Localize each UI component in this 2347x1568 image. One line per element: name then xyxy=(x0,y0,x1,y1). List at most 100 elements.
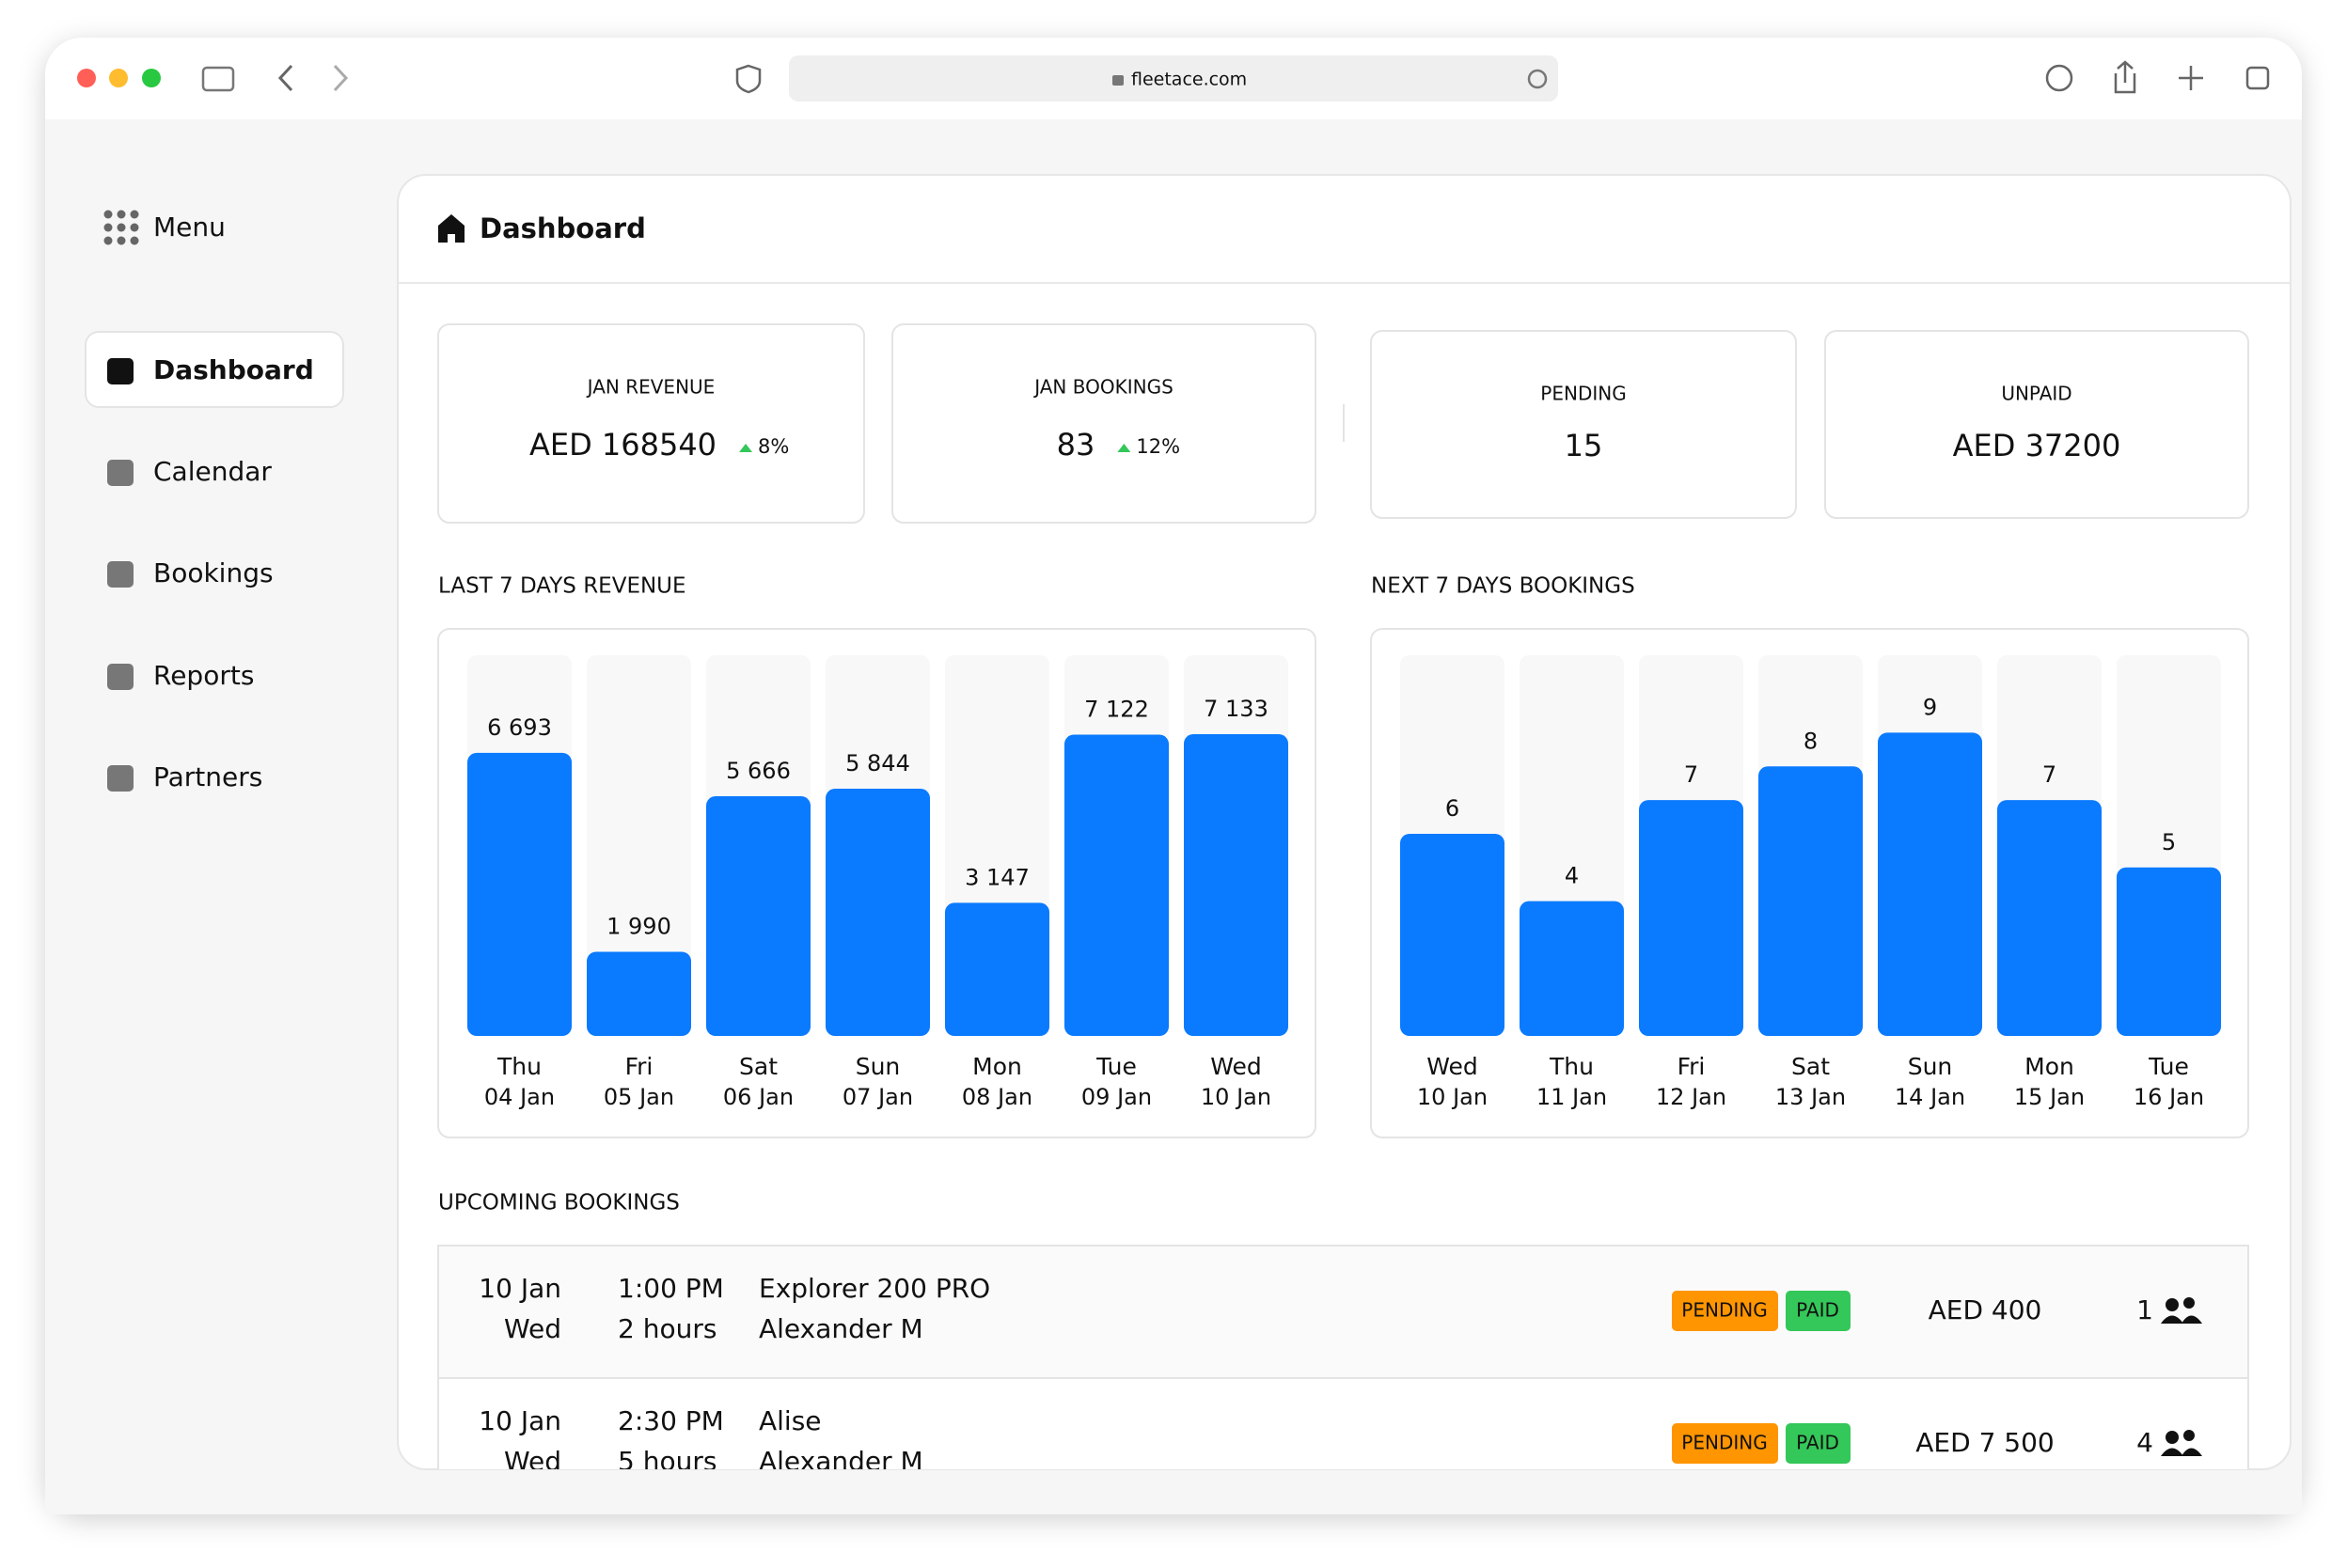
close-button[interactable] xyxy=(77,69,96,87)
booking-customer: Alexander M xyxy=(759,1313,923,1344)
booking-amount: AED 7 500 xyxy=(1915,1427,2054,1458)
booking-date: 10 Jan xyxy=(479,1405,561,1436)
bar xyxy=(1184,734,1288,1036)
x-tick-label: Tue xyxy=(1095,1053,1137,1080)
back-button[interactable] xyxy=(277,64,293,92)
bar xyxy=(1400,833,1504,1036)
kpi-value: AED 37200 xyxy=(1953,428,2121,463)
menu-dot xyxy=(130,236,139,245)
menu-icon[interactable] xyxy=(103,210,139,245)
menu-dot xyxy=(117,223,126,232)
nav-icon xyxy=(107,460,134,486)
guest-icon xyxy=(2183,1297,2195,1309)
kpi-card xyxy=(1824,330,2249,519)
guest-count: 4 xyxy=(2136,1427,2153,1458)
bar xyxy=(467,752,572,1036)
menu-dot xyxy=(103,210,113,219)
x-tick-label: Sat xyxy=(739,1053,778,1080)
bar xyxy=(1639,800,1743,1036)
booking-row[interactable] xyxy=(437,1377,2249,1511)
x-tick-date: 13 Jan xyxy=(1775,1084,1846,1110)
x-tick-label: Thu xyxy=(1549,1053,1594,1080)
x-tick-label: Thu xyxy=(496,1053,542,1080)
kpi-label: JAN BOOKINGS xyxy=(1032,376,1174,399)
nav-item[interactable]: Dashboard xyxy=(153,354,314,385)
kpi-label: JAN REVENUE xyxy=(586,376,716,399)
booking-customer: Alexander M xyxy=(759,1446,923,1477)
menu-dot xyxy=(103,223,113,232)
nav-item[interactable]: Calendar xyxy=(153,456,272,487)
bar xyxy=(945,902,1049,1036)
data-label: 5 xyxy=(2162,829,2176,855)
nav-icon xyxy=(107,664,134,690)
bar xyxy=(826,789,930,1036)
data-label: 7 xyxy=(1684,761,1698,788)
data-label: 7 xyxy=(2042,761,2056,788)
bar xyxy=(1997,800,2102,1036)
chart-title: NEXT 7 DAYS BOOKINGS xyxy=(1371,574,1635,599)
bar xyxy=(706,796,811,1036)
bar xyxy=(1064,734,1169,1036)
data-label: 5 844 xyxy=(845,750,910,776)
url-text: fleetace.com xyxy=(1131,70,1247,90)
tabs-icon[interactable] xyxy=(2245,66,2270,90)
minimize-button[interactable] xyxy=(109,69,128,87)
nav-item[interactable]: Reports xyxy=(153,660,254,691)
kpi-card xyxy=(437,323,865,524)
guest-icon xyxy=(2166,1431,2179,1444)
x-tick-label: Mon xyxy=(972,1053,1022,1080)
trend-up-icon xyxy=(1117,444,1131,452)
x-tick-label: Wed xyxy=(1210,1053,1262,1080)
x-tick-date: 04 Jan xyxy=(484,1084,555,1110)
nav-item[interactable]: Bookings xyxy=(153,557,274,588)
x-tick-date: 11 Jan xyxy=(1536,1084,1607,1110)
kpi-change: 8% xyxy=(758,435,789,458)
status-badge xyxy=(1672,1423,1778,1464)
menu-dot xyxy=(130,210,139,219)
kpi-value: AED 168540 xyxy=(529,427,717,463)
bar xyxy=(1878,732,1982,1036)
x-tick-date: 15 Jan xyxy=(2014,1084,2085,1110)
booking-time: 2:30 PM xyxy=(618,1405,724,1436)
kpi-value: 83 xyxy=(1057,427,1095,463)
nav-item[interactable]: Partners xyxy=(153,761,262,792)
home-icon xyxy=(438,214,465,243)
reload-icon[interactable] xyxy=(1527,69,1548,89)
download-icon[interactable] xyxy=(2045,64,2073,92)
x-tick-label: Fri xyxy=(1678,1053,1706,1080)
booking-row[interactable] xyxy=(437,1245,2249,1379)
url-bar[interactable] xyxy=(789,55,1558,102)
booking-duration: 5 hours xyxy=(618,1446,717,1477)
section-title: UPCOMING BOOKINGS xyxy=(438,1191,680,1215)
bar-track xyxy=(587,655,691,1036)
bar xyxy=(587,951,691,1036)
zoom-button[interactable] xyxy=(142,69,161,87)
sidebar-toggle[interactable] xyxy=(201,66,235,92)
menu-label[interactable]: Menu xyxy=(153,212,226,243)
x-tick-date: 05 Jan xyxy=(604,1084,674,1110)
booking-date: 10 Jan xyxy=(479,1273,561,1304)
forward-button[interactable] xyxy=(333,64,349,92)
new-tab-icon[interactable] xyxy=(2179,66,2203,90)
data-label: 1 990 xyxy=(606,913,671,939)
x-tick-date: 06 Jan xyxy=(723,1084,794,1110)
data-label: 7 133 xyxy=(1204,696,1268,722)
x-tick-label: Sat xyxy=(1791,1053,1830,1080)
kpi-card xyxy=(1370,330,1797,519)
menu-dot xyxy=(103,236,113,245)
active-nav-item[interactable] xyxy=(85,331,344,408)
booking-duration: 2 hours xyxy=(618,1313,717,1344)
menu-dot xyxy=(130,223,139,232)
x-tick-date: 10 Jan xyxy=(1417,1084,1488,1110)
booking-amount: AED 400 xyxy=(1929,1294,2042,1325)
menu-dot xyxy=(117,210,126,219)
shield-icon[interactable] xyxy=(735,64,762,94)
kpi-change: 12% xyxy=(1136,435,1180,458)
share-icon[interactable] xyxy=(2114,60,2136,94)
data-label: 6 xyxy=(1445,795,1459,822)
x-tick-label: Sun xyxy=(1908,1053,1953,1080)
data-label: 5 666 xyxy=(726,758,791,784)
x-tick-date: 08 Jan xyxy=(962,1084,1032,1110)
chart-title: LAST 7 DAYS REVENUE xyxy=(438,574,686,599)
data-label: 9 xyxy=(1923,694,1937,720)
